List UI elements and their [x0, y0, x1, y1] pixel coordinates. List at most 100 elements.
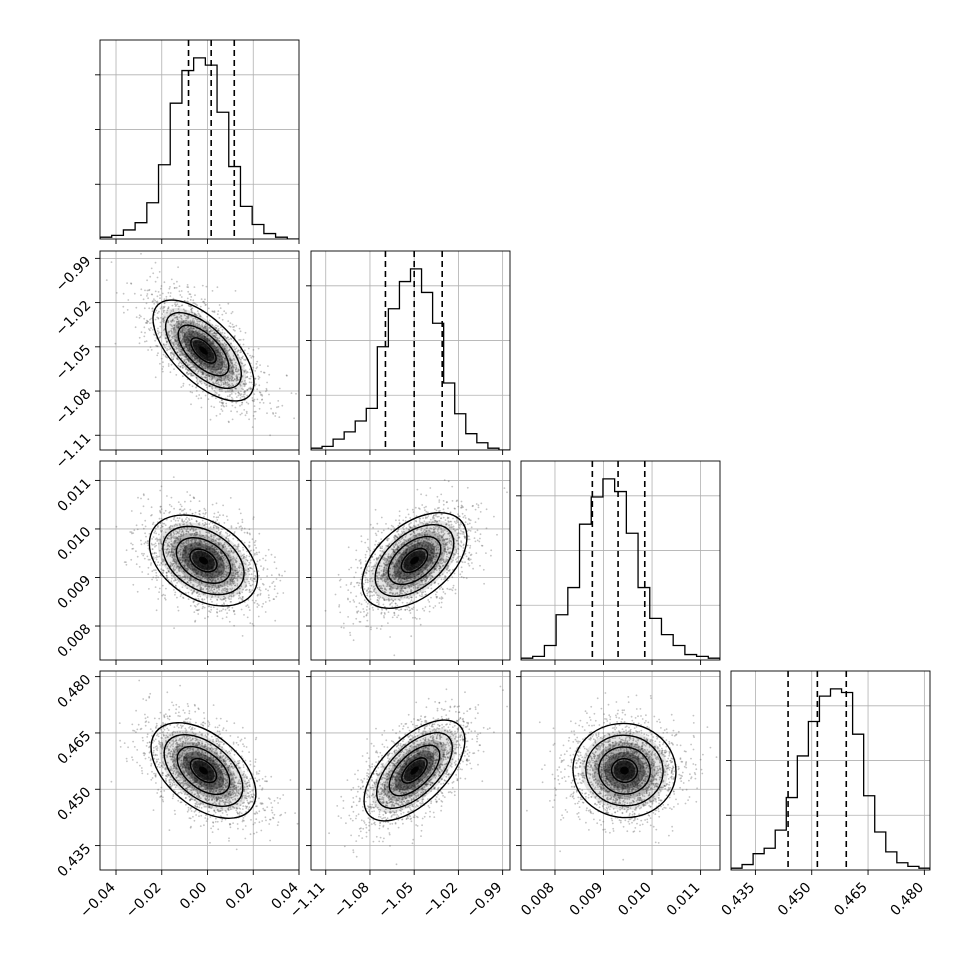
- sample-point: [398, 571, 401, 573]
- sample-point: [180, 533, 182, 536]
- sample-point: [177, 326, 180, 329]
- sample-point: [189, 539, 192, 542]
- sample-point: [192, 601, 195, 604]
- sample-point: [203, 540, 206, 543]
- sample-point: [220, 563, 223, 566]
- sample-point: [170, 330, 173, 333]
- sample-point: [225, 366, 228, 369]
- sample-point: [174, 339, 176, 342]
- sample-point: [226, 384, 229, 387]
- sample-point: [173, 562, 175, 565]
- sample-point: [174, 340, 177, 343]
- sample-point: [251, 538, 254, 541]
- sample-point: [184, 541, 187, 544]
- sample-point: [149, 322, 151, 324]
- sample-point: [186, 516, 188, 519]
- sample-point: [375, 591, 377, 594]
- sample-point: [216, 379, 219, 381]
- sample-point: [197, 318, 199, 321]
- sample-point: [189, 319, 192, 322]
- sample-point: [151, 538, 154, 540]
- sample-point: [186, 286, 189, 288]
- sample-point: [250, 387, 253, 390]
- sample-point: [180, 545, 183, 548]
- sample-point: [151, 310, 154, 313]
- sample-point: [196, 357, 199, 360]
- sample-point: [187, 328, 190, 331]
- sample-point: [223, 562, 225, 564]
- sample-point: [229, 560, 232, 562]
- sample-point: [218, 514, 221, 517]
- sample-point: [206, 573, 209, 576]
- sample-point: [168, 503, 171, 506]
- sample-point: [275, 567, 278, 570]
- sample-point: [179, 365, 182, 368]
- sample-point: [227, 379, 230, 382]
- sample-point: [186, 363, 189, 366]
- sample-point: [217, 381, 220, 384]
- sample-point: [242, 546, 244, 549]
- sample-point: [242, 343, 245, 346]
- sample-point: [193, 357, 196, 360]
- sample-point: [197, 547, 200, 549]
- sample-point: [184, 567, 187, 570]
- sample-point: [217, 383, 220, 386]
- sample-point: [188, 560, 191, 563]
- sample-point: [254, 377, 257, 380]
- sample-point: [208, 337, 210, 340]
- sample-point: [188, 564, 191, 567]
- sample-point: [172, 575, 175, 578]
- sample-point: [209, 550, 212, 553]
- sample-point: [200, 365, 203, 368]
- sample-point: [237, 545, 240, 548]
- sample-point: [227, 355, 230, 358]
- sample-point: [175, 536, 178, 539]
- sample-point: [200, 298, 203, 300]
- sample-point: [422, 591, 425, 594]
- sample-point: [181, 518, 184, 521]
- sample-point: [189, 391, 192, 393]
- sample-point: [252, 415, 255, 417]
- sample-point: [223, 543, 226, 545]
- sample-point: [216, 354, 219, 357]
- sample-point: [303, 550, 305, 552]
- sample-point: [192, 547, 195, 550]
- sample-point: [387, 562, 390, 565]
- sample-point: [250, 584, 253, 587]
- sample-point: [181, 366, 184, 369]
- sample-point: [265, 588, 267, 591]
- sample-point: [231, 368, 234, 371]
- sample-point: [230, 549, 233, 552]
- sample-point: [183, 527, 186, 530]
- sample-point: [189, 350, 191, 353]
- sample-point: [198, 500, 201, 502]
- sample-point: [227, 564, 229, 567]
- sample-point: [187, 373, 190, 375]
- sample-point: [236, 377, 239, 379]
- sample-point: [190, 555, 193, 558]
- sample-point: [246, 370, 248, 373]
- sample-point: [395, 588, 398, 590]
- sample-point: [162, 560, 164, 563]
- sample-point: [200, 362, 203, 365]
- sample-point: [153, 569, 155, 571]
- sample-point: [156, 556, 159, 558]
- sample-point: [184, 343, 187, 346]
- sample-point: [153, 551, 156, 554]
- sample-point: [211, 579, 214, 582]
- sample-point: [166, 567, 169, 570]
- sample-point: [214, 336, 217, 338]
- sample-point: [226, 515, 228, 518]
- sample-point: [251, 589, 254, 591]
- sample-point: [193, 550, 195, 553]
- sample-point: [214, 579, 217, 582]
- sample-point: [162, 309, 165, 312]
- sample-point: [436, 552, 438, 555]
- sample-point: [204, 304, 207, 306]
- sample-point: [249, 388, 252, 390]
- sample-point: [186, 341, 189, 344]
- sample-point: [444, 519, 447, 521]
- sample-point: [186, 371, 189, 374]
- sample-point: [386, 539, 389, 542]
- sample-point: [210, 379, 213, 381]
